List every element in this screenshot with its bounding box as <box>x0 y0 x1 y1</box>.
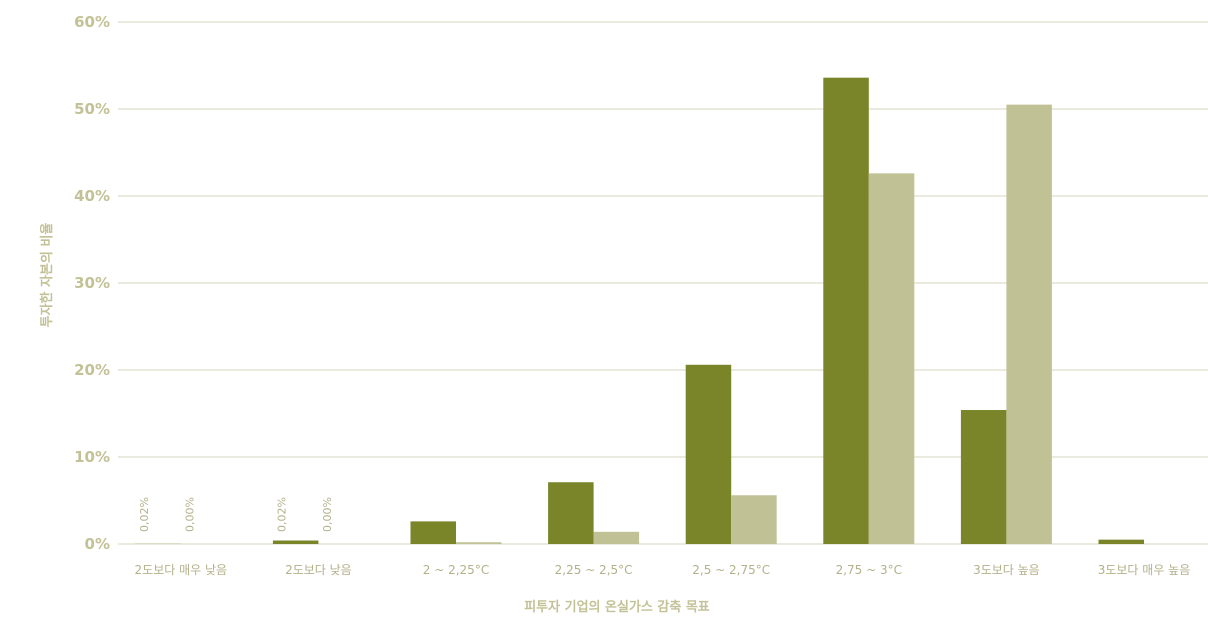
bar-series-1 <box>1098 539 1144 544</box>
x-tick-label: 2,25 ~ 2,5°C <box>555 563 633 577</box>
bar-series-2 <box>731 495 777 544</box>
y-tick-label: 50% <box>74 100 110 118</box>
y-tick-label: 20% <box>74 361 110 379</box>
data-label: 0,02% <box>138 497 151 532</box>
bar-series-1 <box>685 364 732 544</box>
x-axis-title: 피투자 기업의 온실가스 감축 목표 <box>524 599 710 615</box>
y-tick-label: 30% <box>74 274 110 292</box>
bar-series-1 <box>272 540 319 544</box>
y-tick-label: 10% <box>74 448 110 466</box>
bar-series-2 <box>593 531 640 544</box>
bar-series-2 <box>868 173 915 544</box>
y-tick-label: 60% <box>74 13 110 31</box>
x-tick-label: 2,5 ~ 2,75°C <box>692 563 770 577</box>
data-labels: 0,02% 0,00% 0,02% 0,00% <box>138 497 334 532</box>
x-axis-ticks: 2도보다 매우 낮음 2도보다 낮음 2 ~ 2,25°C 2,25 ~ 2,5°C 2… <box>135 563 1191 577</box>
y-axis-ticks: 0% 10% 20% 30% 40% 50% 60% <box>74 13 110 553</box>
x-tick-label: 2,75 ~ 3°C <box>836 563 902 577</box>
x-tick-label: 2도보다 낮음 <box>285 563 352 577</box>
bar-series-1 <box>823 77 869 545</box>
bar-series-1 <box>960 410 1007 544</box>
bar-series-2 <box>1006 104 1052 545</box>
data-label: 0,00% <box>184 497 197 532</box>
data-label: 0,02% <box>276 497 289 532</box>
data-label: 0,00% <box>321 497 334 532</box>
y-tick-label: 40% <box>74 187 110 205</box>
y-tick-label: 0% <box>85 535 110 553</box>
x-tick-label: 2 ~ 2,25°C <box>423 563 489 577</box>
y-axis-title: 투자한 자본의 비율 <box>39 223 55 328</box>
bars <box>135 77 1144 545</box>
bar-series-1 <box>548 482 594 544</box>
bar-series-2 <box>456 542 502 544</box>
bar-series-1 <box>410 521 456 544</box>
gridlines <box>118 21 1208 545</box>
x-tick-label: 3도보다 매우 높음 <box>1098 563 1191 577</box>
x-tick-label: 2도보다 매우 낮음 <box>135 563 228 577</box>
x-tick-label: 3도보다 높음 <box>973 563 1040 577</box>
